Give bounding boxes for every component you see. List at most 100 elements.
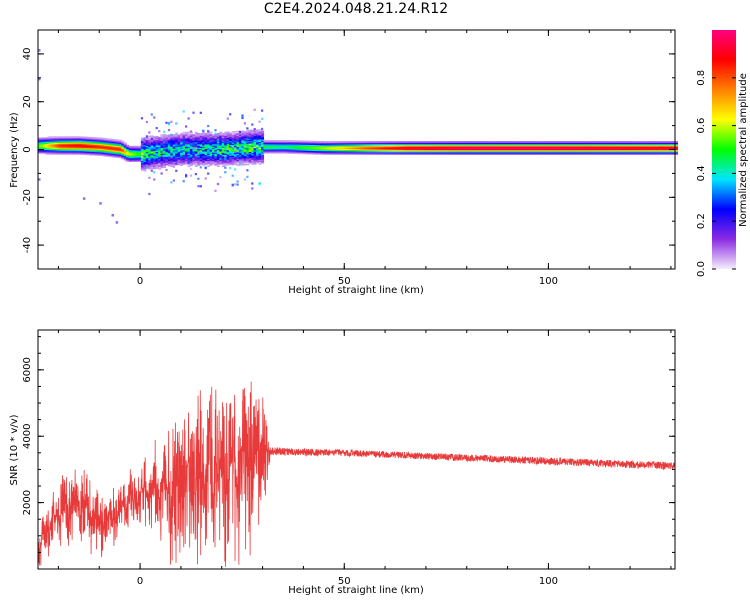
spectrogram-cell: [410, 150, 414, 153]
spectrogram-cell: [567, 153, 571, 155]
spectrogram-cell: [415, 153, 419, 155]
spectrogram-cell: [628, 151, 632, 154]
spectrogram-cell: [650, 147, 654, 149]
spectrogram-cell: [572, 148, 576, 151]
spectrogram-cell: [464, 142, 468, 145]
spectrogram-cell: [106, 152, 110, 155]
spectrogram-cell: [640, 148, 644, 151]
spectrogram-cell: [185, 131, 189, 134]
spectrogram-cell: [96, 146, 100, 149]
spectrogram-cell: [251, 142, 255, 145]
spectrogram-cell: [221, 156, 225, 159]
spectrogram-cell: [361, 148, 365, 151]
spectrogram-cell: [662, 143, 666, 146]
spectrogram-cell: [207, 124, 210, 128]
spectrogram-cell: [180, 157, 184, 159]
spectrogram-cell: [185, 152, 189, 154]
spectrogram-cell: [652, 141, 656, 143]
spectrogram-cell: [508, 150, 512, 153]
spectrogram-cell: [398, 149, 402, 152]
spectrogram-cell: [175, 132, 179, 135]
spectrogram-cell: [251, 150, 255, 152]
spectrogram-cell: [336, 151, 340, 154]
spectrogram-cell: [577, 144, 581, 147]
spectrogram-cell: [280, 141, 284, 143]
spectrogram-ylabel: Frequency (Hz): [9, 112, 20, 188]
spectrogram-cell: [226, 161, 230, 164]
spectrogram-cell: [554, 142, 558, 145]
spectrogram-cell: [192, 150, 196, 153]
spectrogram-cell: [564, 149, 568, 152]
spectrogram-cell: [177, 140, 181, 143]
spectrogram-cell: [400, 141, 404, 143]
spectrogram-cell: [287, 147, 291, 150]
spectrogram-cell: [660, 147, 664, 149]
spectrogram-cell: [253, 136, 257, 139]
spectrogram-cell: [479, 147, 483, 149]
spectrogram-cell: [45, 150, 49, 153]
spectrogram-cell: [366, 142, 370, 145]
spectrogram-cell: [199, 111, 202, 114]
spectrogram-cell: [248, 158, 252, 161]
spectrogram-cell: [645, 144, 649, 147]
spectrogram-cell: [241, 136, 245, 139]
spectrogram-cell: [163, 143, 167, 146]
spectrogram-cell: [530, 142, 534, 145]
spectrogram-cell: [209, 160, 213, 163]
spectrogram-cell: [447, 149, 451, 152]
spectrogram-cell: [564, 146, 568, 148]
spectrogram-cell: [91, 140, 95, 143]
spectrogram-cell: [145, 139, 149, 142]
spectrogram-cell: [317, 150, 321, 153]
spectrogram-cell: [167, 140, 171, 143]
spectrogram-cell: [577, 153, 581, 155]
spectrogram-cell: [491, 150, 495, 153]
spectrogram-cell: [586, 144, 590, 147]
spectrogram-cell: [346, 147, 350, 149]
spectrogram-cell: [62, 147, 66, 149]
spectrogram-cell: [505, 150, 509, 153]
spectrogram-cell: [55, 151, 59, 154]
spectrogram-cell: [236, 136, 240, 139]
spectrogram-cell: [140, 150, 144, 153]
spectrogram-cell: [138, 154, 142, 156]
spectrogram-cell: [532, 142, 536, 145]
spectrogram-cell: [145, 141, 149, 144]
spectrogram-cell: [532, 153, 536, 155]
spectrogram-cell: [253, 159, 257, 162]
spectrogram-cell: [216, 150, 220, 153]
spectrogram-cell: [145, 147, 149, 150]
spectrogram-cell: [182, 154, 186, 157]
spectrogram-cell: [47, 153, 51, 155]
spectrogram-cell: [99, 142, 103, 145]
spectrogram-cell: [94, 138, 98, 141]
spectrogram-cell: [143, 156, 147, 159]
spectrogram-cell: [483, 142, 487, 145]
spectrogram-cell: [207, 161, 211, 164]
spectrogram-cell: [256, 134, 260, 136]
spectrogram-cell: [99, 153, 103, 155]
spectrogram-cell: [273, 149, 277, 152]
spectrogram-cell: [153, 144, 157, 147]
spectrogram-cell: [557, 146, 561, 148]
spectrogram-cell: [175, 152, 179, 155]
spectrogram-cell: [91, 151, 95, 154]
spectrogram-cell: [199, 153, 203, 156]
spectrogram-cell: [635, 153, 639, 155]
spectrogram-cell: [243, 161, 247, 164]
spectrogram-cell: [121, 148, 125, 150]
spectrogram-cell: [207, 140, 211, 142]
spectrogram-cell: [376, 153, 380, 155]
spectrogram-cell: [214, 136, 218, 139]
spectrogram-cell: [354, 151, 358, 154]
spectrogram-cell: [155, 150, 159, 153]
spectrogram-cell: [101, 152, 105, 154]
spectrogram-cell: [501, 144, 505, 147]
spectrogram-cell: [248, 151, 252, 154]
spectrogram-cell: [145, 159, 149, 162]
spectrogram-cell: [432, 144, 436, 147]
spectrogram-cell: [229, 152, 233, 155]
spectrogram-cell: [292, 149, 296, 152]
spectrogram-cell: [385, 144, 389, 147]
spectrogram-cell: [202, 137, 206, 140]
